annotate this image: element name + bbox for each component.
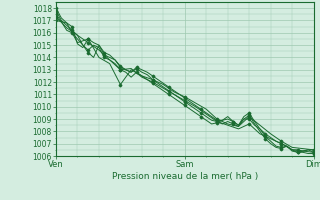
X-axis label: Pression niveau de la mer( hPa ): Pression niveau de la mer( hPa )	[112, 172, 258, 181]
